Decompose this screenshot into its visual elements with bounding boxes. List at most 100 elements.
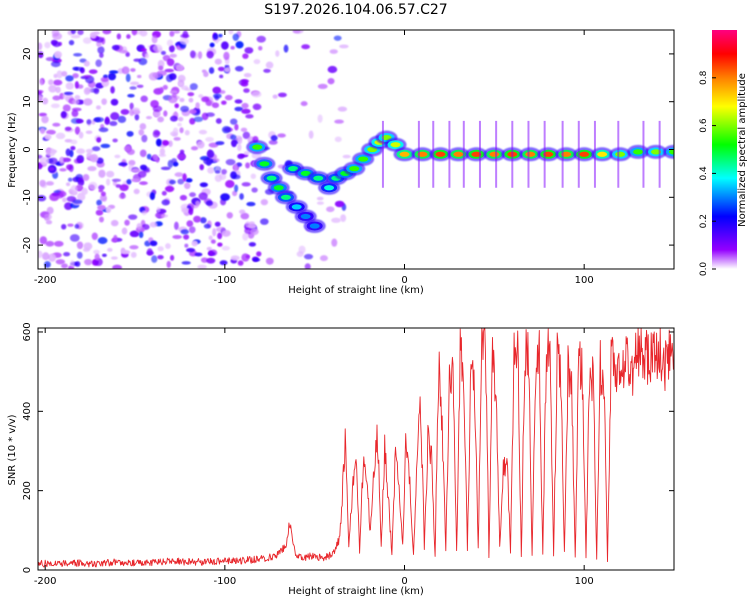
spectrogram-noise-blob bbox=[179, 149, 185, 154]
spectrogram-noise-blob bbox=[112, 138, 118, 143]
spectrogram-noise-blob bbox=[150, 100, 159, 108]
spectrogram-noise-blob bbox=[245, 114, 254, 119]
spectrogram-noise-blob bbox=[169, 90, 178, 95]
spectrogram-signal-peak bbox=[471, 151, 482, 157]
spectrogram-noise-blob bbox=[85, 87, 93, 94]
spectrogram-noise-blob bbox=[243, 151, 250, 156]
spectrogram-noise bbox=[38, 30, 351, 269]
spectrogram-noise-blob bbox=[110, 98, 119, 106]
spectrogram-noise-blob bbox=[270, 135, 278, 141]
spectrogram-noise-blob bbox=[102, 30, 112, 35]
colorbar-ticks: 0.0 0.2 0.4 0.6 0.8 bbox=[699, 70, 716, 276]
spectrogram-noise-blob bbox=[221, 168, 227, 175]
spectrogram-noise-blob bbox=[95, 105, 101, 110]
spectrogram-noise-blob bbox=[136, 84, 144, 88]
spectrogram-noise-blob bbox=[41, 115, 49, 124]
spectrogram-noise-blob bbox=[219, 260, 228, 266]
spectrogram-noise-blob bbox=[137, 74, 142, 79]
spectrogram-noise-blob bbox=[83, 98, 93, 106]
spectrogram-noise-blob bbox=[110, 219, 119, 227]
spectrogram-noise-blob bbox=[206, 149, 215, 159]
spectrogram-signal-peak bbox=[300, 170, 311, 176]
spectrogram-noise-blob bbox=[97, 46, 105, 54]
spectrogram-noise-blob bbox=[171, 133, 178, 137]
spectrogram-noise-blob bbox=[185, 178, 193, 183]
spectrogram-noise-blob bbox=[212, 158, 220, 163]
spectrogram-noise-blob bbox=[86, 119, 92, 125]
spectrogram-noise-blob bbox=[126, 34, 131, 39]
spectrogram-noise-blob bbox=[173, 136, 181, 141]
spectrogram-noise-blob bbox=[224, 67, 231, 73]
spectrogram-signal-peak bbox=[579, 151, 590, 157]
spectrogram-noise-blob bbox=[82, 174, 90, 181]
spectrogram-noise-blob bbox=[164, 185, 175, 193]
spectrogram-noise-blob bbox=[148, 72, 159, 81]
spectrogram-noise-blob bbox=[74, 81, 79, 89]
spectrogram-noise-blob bbox=[176, 153, 187, 160]
spectrogram-noise-blob bbox=[334, 200, 345, 208]
spectrogram-noise-blob bbox=[88, 69, 98, 74]
spectrogram-signal-peak bbox=[453, 151, 464, 157]
spectrogram-noise-blob bbox=[212, 86, 222, 94]
spectrogram-noise-blob bbox=[331, 217, 341, 223]
spectrogram-noise-blob bbox=[196, 140, 205, 149]
spectrogram-noise-blob bbox=[244, 47, 254, 54]
spectrogram-x-label: Height of straight line (km) bbox=[288, 285, 424, 296]
spectrogram-noise-blob bbox=[50, 103, 60, 109]
spectrogram-signal-peak bbox=[288, 166, 299, 172]
spectrogram-noise-blob bbox=[95, 209, 104, 216]
spectrogram-noise-blob bbox=[129, 102, 134, 110]
spectrogram-noise-blob bbox=[100, 191, 106, 197]
spectrogram-noise-blob bbox=[333, 35, 342, 41]
spectrogram-noise-blob bbox=[48, 79, 54, 86]
spectrogram-noise-blob bbox=[126, 178, 132, 185]
spectrogram-noise-blob bbox=[228, 30, 234, 35]
spectrogram-noise-blob bbox=[118, 193, 127, 199]
spectrogram-signal-peak bbox=[615, 151, 626, 157]
spectrogram-noise-blob bbox=[39, 156, 49, 166]
spectrogram-noise-blob bbox=[208, 250, 214, 256]
spectrogram-noise-blob bbox=[200, 217, 207, 224]
spectrogram-noise-blob bbox=[100, 76, 110, 83]
colorbar-tick-label: 0.8 bbox=[699, 70, 709, 85]
spectrogram-noise-blob bbox=[186, 247, 196, 253]
spectrogram-noise-blob bbox=[240, 212, 250, 220]
spectrogram-noise-blob bbox=[184, 182, 191, 190]
spectrogram-noise-blob bbox=[131, 178, 141, 183]
snr-x-tick-label: -200 bbox=[34, 576, 57, 587]
spectrogram-noise-blob bbox=[89, 154, 99, 163]
spectrogram-noise-blob bbox=[160, 50, 167, 55]
spectrogram-signal-peak bbox=[435, 151, 446, 157]
spectrogram-noise-blob bbox=[181, 207, 190, 214]
spectrogram-noise-blob bbox=[39, 127, 46, 134]
spectrogram-noise-blob bbox=[203, 223, 211, 229]
spectrogram-noise-blob bbox=[38, 90, 43, 95]
spectrogram-noise-blob bbox=[119, 184, 129, 192]
spectrogram-noise-blob bbox=[197, 264, 207, 269]
spectrogram-noise-blob bbox=[241, 253, 250, 262]
spectrogram-noise-blob bbox=[53, 79, 63, 86]
spectrogram-signal-peak bbox=[633, 149, 644, 155]
spectrogram-noise-blob bbox=[213, 93, 222, 99]
spectrogram-noise-blob bbox=[55, 132, 66, 140]
spectrogram-noise-blob bbox=[60, 111, 67, 119]
spectrogram-noise-blob bbox=[109, 70, 119, 74]
snr-x-tick-label: 100 bbox=[575, 576, 594, 587]
spectrogram-noise-blob bbox=[67, 177, 73, 182]
spectrogram-noise-blob bbox=[42, 252, 50, 261]
spectrogram-noise-blob bbox=[177, 122, 182, 127]
spectrogram-noise-blob bbox=[65, 82, 74, 90]
spectrogram-noise-blob bbox=[169, 254, 175, 261]
spectrogram-signal-peak bbox=[381, 134, 392, 141]
spectrogram-noise-blob bbox=[39, 236, 48, 245]
spectrogram-noise-blob bbox=[78, 131, 84, 139]
spectrogram-noise-blob bbox=[234, 99, 243, 104]
spectrogram-noise-blob bbox=[250, 228, 259, 236]
spectrogram-noise-blob bbox=[130, 251, 137, 258]
spectrogram-noise-blob bbox=[160, 166, 171, 171]
spectrogram-noise-blob bbox=[162, 140, 170, 146]
snr-x-ticks: -200 -100 0 100 bbox=[34, 328, 594, 587]
spectrogram-noise-blob bbox=[44, 213, 52, 221]
spectrogram-noise-blob bbox=[115, 184, 122, 188]
spectrogram-noise-blob bbox=[205, 200, 213, 206]
